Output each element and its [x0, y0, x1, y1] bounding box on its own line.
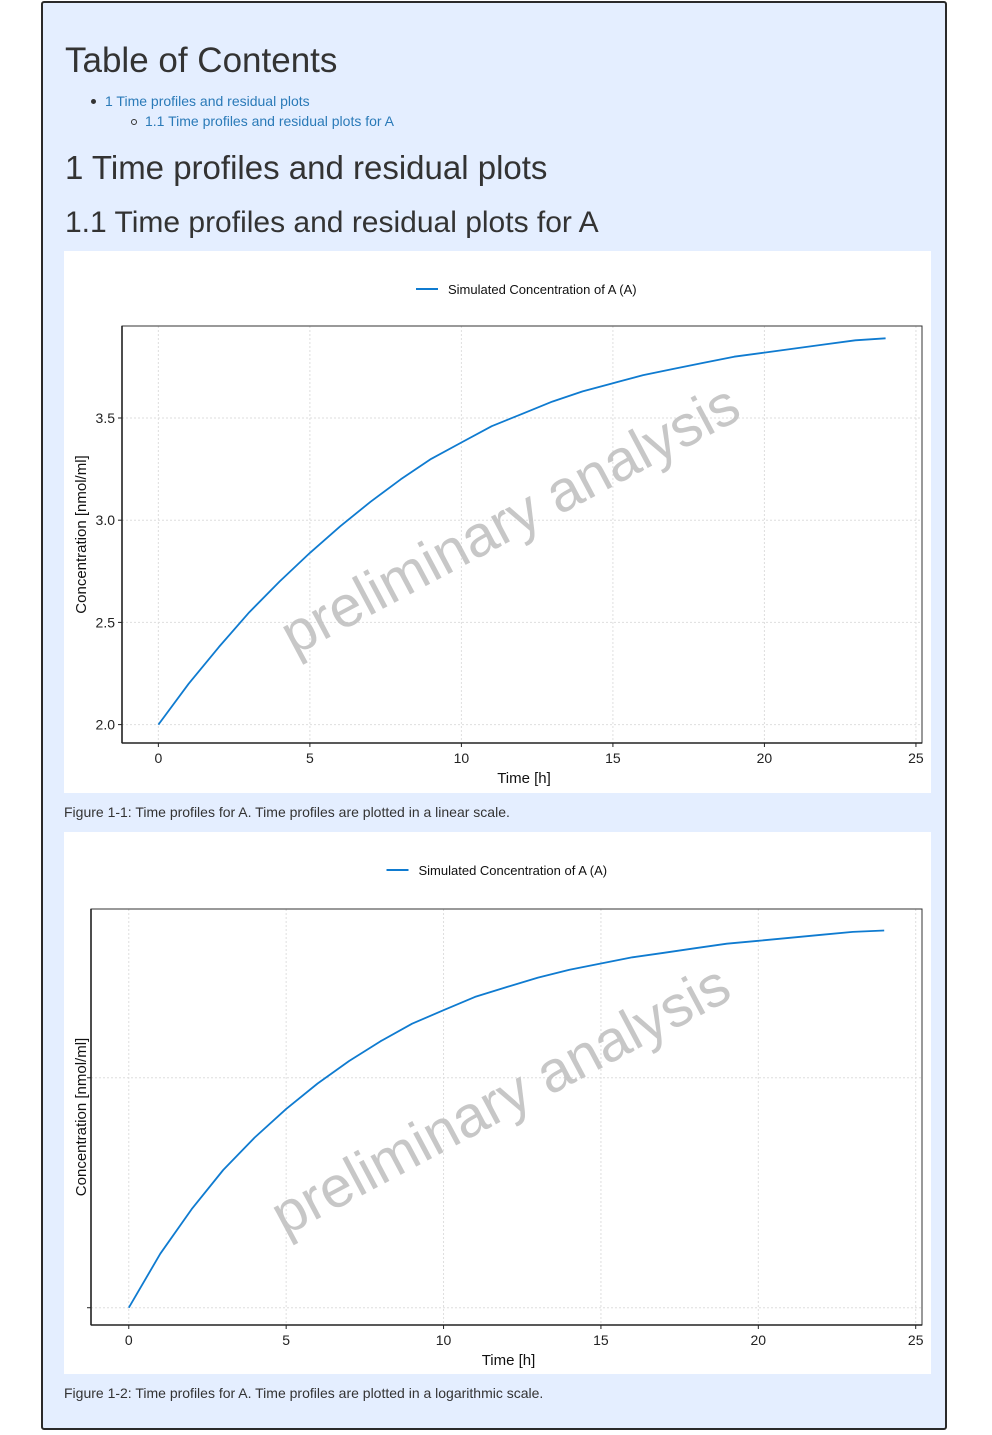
toc-item: 1 Time profiles and residual plots	[91, 93, 310, 109]
x-tick-label: 5	[282, 1332, 290, 1348]
toc-item: 1.1 Time profiles and residual plots for…	[131, 113, 395, 129]
bullet-circle-icon	[131, 119, 137, 125]
x-tick-label: 10	[454, 750, 470, 766]
x-tick-label: 25	[908, 750, 924, 766]
report-container: Table of Contents 1 Time profiles and re…	[41, 1, 947, 1430]
x-tick-label: 15	[605, 750, 621, 766]
x-tick-label: 25	[908, 1332, 924, 1348]
watermark: preliminary analysis	[260, 952, 740, 1248]
y-tick-label: 3.0	[96, 512, 116, 528]
figure-2-panel: 0 5 10 15 20 25 Time [h] Concentration [nmol/ml…	[64, 832, 931, 1374]
x-tick-label: 0	[154, 750, 162, 766]
toc-link-section-1-1[interactable]: 1.1 Time profiles and residual plots for…	[145, 113, 395, 129]
x-tick-label: 15	[593, 1332, 609, 1348]
y-tick-label: 2.0	[96, 717, 116, 733]
legend-label: Simulated Concentration of A (A)	[448, 282, 637, 297]
x-tick-label: 20	[757, 750, 773, 766]
legend-label: Simulated Concentration of A (A)	[419, 863, 608, 878]
bullet-disc-icon	[91, 99, 96, 104]
x-tick-label: 10	[436, 1332, 452, 1348]
x-tick-label: 0	[125, 1332, 133, 1348]
figure-1-panel: 0 5 10 15 20 25 2.0 2.5 3.0 3.5 Time [h] Concentrat…	[64, 251, 931, 793]
x-axis-label: Time [h]	[497, 770, 551, 787]
x-axis-label: Time [h]	[482, 1352, 536, 1369]
watermark: preliminary analysis	[270, 371, 750, 667]
series-line	[157, 337, 886, 726]
y-tick-label: 2.5	[96, 614, 116, 630]
figure-2-caption: Figure 1-2: Time profiles for A. Time pr…	[64, 1385, 544, 1401]
toc-link-section-1[interactable]: 1 Time profiles and residual plots	[105, 93, 310, 109]
y-tick-label: 3.5	[96, 410, 116, 426]
figure-2-chart: 0 5 10 15 20 25 Time [h] Concentration [nmol/ml…	[73, 863, 924, 1369]
x-tick-label: 20	[751, 1332, 767, 1348]
y-axis-label: Concentration [nmol/ml]	[73, 455, 90, 613]
y-axis-label: Concentration [nmol/ml]	[73, 1038, 90, 1196]
subsection-heading: 1.1 Time profiles and residual plots for…	[65, 206, 599, 239]
figure-1-caption: Figure 1-1: Time profiles for A. Time pr…	[64, 804, 510, 820]
x-tick-label: 5	[306, 750, 314, 766]
toc-title: Table of Contents	[65, 41, 338, 80]
figure-1-chart: 0 5 10 15 20 25 2.0 2.5 3.0 3.5 Time [h] Concentrat…	[73, 282, 924, 787]
series-line	[128, 929, 885, 1309]
section-heading: 1 Time profiles and residual plots	[65, 149, 548, 186]
